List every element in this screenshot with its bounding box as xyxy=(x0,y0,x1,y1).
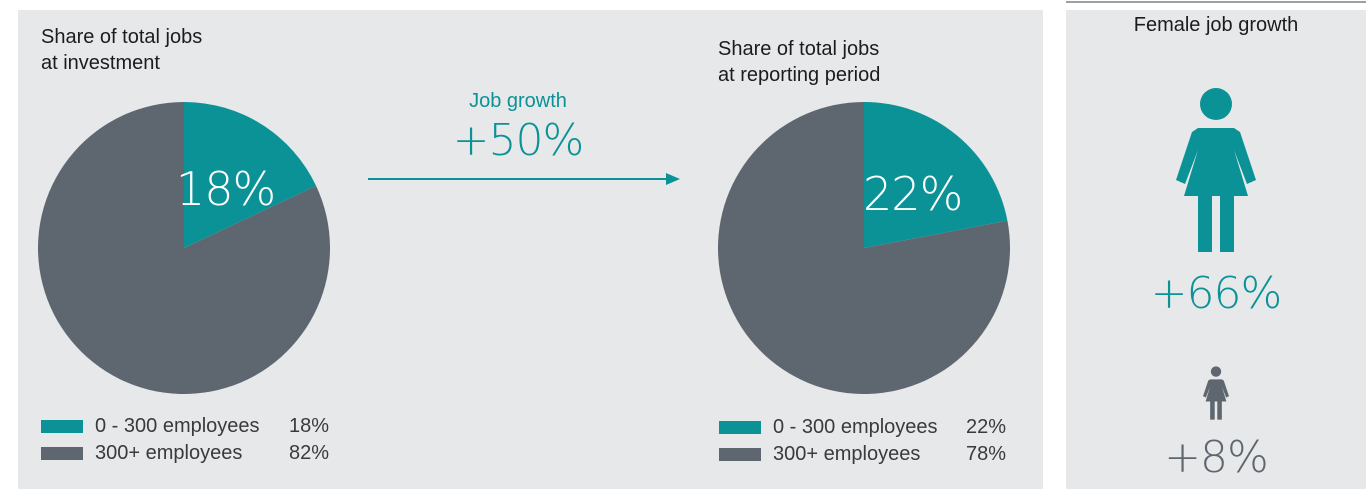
legend-row-small: 0 - 300 employees 22% xyxy=(719,414,1006,441)
side-panel-rule xyxy=(1066,1,1366,3)
legend-value-large: 82% xyxy=(288,442,329,464)
chart-1-title: Share of total jobs at investment xyxy=(41,24,202,76)
chart-1-title-line-2: at investment xyxy=(41,52,160,74)
legend-investment: 0 - 300 employees 18% 300+ employees 82% xyxy=(41,413,329,467)
legend-row-large: 300+ employees 82% xyxy=(41,440,329,467)
pie-slice-label: 18% xyxy=(176,162,275,216)
job-growth-label: Job growth xyxy=(469,90,567,112)
pie-slice-small xyxy=(864,102,1008,248)
female-growth-secondary-value: +8% xyxy=(1164,432,1269,483)
legend-swatch-small xyxy=(41,420,83,433)
female-icon xyxy=(1176,88,1256,252)
growth-arrow-icon xyxy=(368,173,680,185)
legend-swatch-small xyxy=(719,421,761,434)
legend-label-small: 0 - 300 employees xyxy=(773,416,938,438)
chart-2-title-line-1: Share of total jobs xyxy=(718,38,880,60)
chart-2-title: Share of total jobs at reporting period xyxy=(718,36,880,88)
female-growth-primary-value: +66% xyxy=(1150,268,1283,319)
pie-slice-small xyxy=(184,102,317,248)
legend-value-small: 22% xyxy=(965,416,1006,438)
legend-swatch-large xyxy=(41,447,83,460)
legend-swatch-large xyxy=(719,448,761,461)
chart-1-title-line-1: Share of total jobs xyxy=(41,26,203,48)
legend-reporting-period: 0 - 300 employees 22% 300+ employees 78% xyxy=(719,414,1006,468)
chart-2-title-line-2: at reporting period xyxy=(718,64,881,86)
female-growth-title: Female job growth xyxy=(1133,14,1299,36)
legend-row-small: 0 - 300 employees 18% xyxy=(41,413,329,440)
legend-value-small: 18% xyxy=(288,415,329,437)
legend-label-large: 300+ employees xyxy=(95,442,243,464)
pie-slice-large xyxy=(718,102,1010,394)
job-growth: Job growth +50% xyxy=(368,88,668,168)
job-growth-value: +50% xyxy=(452,115,585,166)
legend-label-small: 0 - 300 employees xyxy=(95,415,260,437)
pie-slice-label: 22% xyxy=(863,167,962,221)
legend-label-large: 300+ employees xyxy=(773,443,921,465)
pie-slice-large xyxy=(37,102,330,394)
pie-chart-investment: 18% xyxy=(37,102,330,394)
legend-value-large: 78% xyxy=(965,443,1006,465)
female-icon-small xyxy=(1203,366,1229,420)
legend-row-large: 300+ employees 78% xyxy=(719,441,1006,468)
pie-chart-reporting-period: 22% xyxy=(718,102,1010,394)
